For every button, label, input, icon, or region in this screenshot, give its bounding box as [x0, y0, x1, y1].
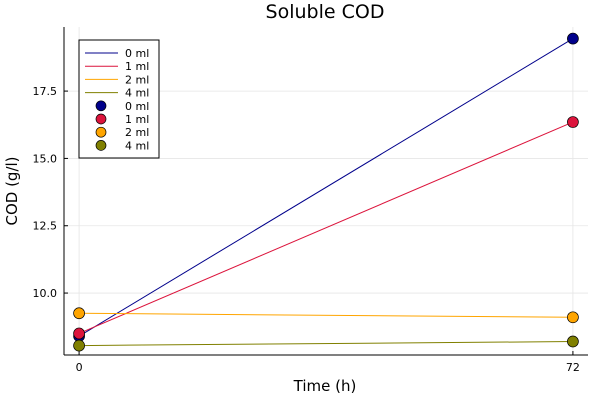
- x-axis-label: Time (h): [293, 377, 357, 395]
- y-tick-label: 12.5: [33, 220, 58, 233]
- series-point: [73, 307, 85, 320]
- y-axis-label: COD (g/l): [3, 156, 21, 225]
- series-point: [567, 116, 579, 128]
- legend-marker-swatch: [95, 126, 107, 138]
- y-tick-label: 10.0: [33, 287, 58, 300]
- legend-label: 4 ml: [125, 87, 149, 100]
- series-line: [79, 341, 573, 347]
- legend-label: 2 ml: [125, 73, 149, 86]
- legend-marker-swatch: [95, 113, 107, 125]
- series-point: [73, 327, 85, 340]
- y-tick-label: 17.5: [33, 85, 58, 98]
- legend-label: 1 ml: [125, 113, 149, 126]
- series-point: [567, 32, 579, 45]
- series: [73, 32, 579, 352]
- legend-label: 4 ml: [125, 139, 149, 152]
- x-tick-label: 72: [566, 361, 580, 374]
- y-tick-label: 15.0: [33, 152, 58, 165]
- legend: 0 ml1 ml2 ml4 ml0 ml1 ml2 ml4 ml: [78, 39, 160, 159]
- legend-marker-swatch: [95, 140, 107, 151]
- legend-marker-swatch: [95, 100, 107, 112]
- series-point: [567, 335, 579, 348]
- x-ticks: 0 72: [76, 351, 580, 374]
- legend-label: 0 ml: [125, 100, 149, 113]
- y-ticks: 10.0 12.5 15.0 17.5: [33, 85, 68, 300]
- legend-label: 1 ml: [125, 60, 149, 73]
- legend-label: 2 ml: [125, 126, 149, 139]
- legend-box: [78, 39, 160, 159]
- axes: [63, 27, 588, 356]
- series-line: [78, 121, 574, 334]
- legend-label: 0 ml: [125, 47, 149, 60]
- series-line: [79, 312, 573, 318]
- chart-title: Soluble COD: [266, 1, 385, 23]
- series-line: [78, 38, 574, 337]
- series-point: [567, 311, 579, 324]
- series-point: [73, 339, 85, 352]
- x-tick-label: 0: [76, 361, 83, 374]
